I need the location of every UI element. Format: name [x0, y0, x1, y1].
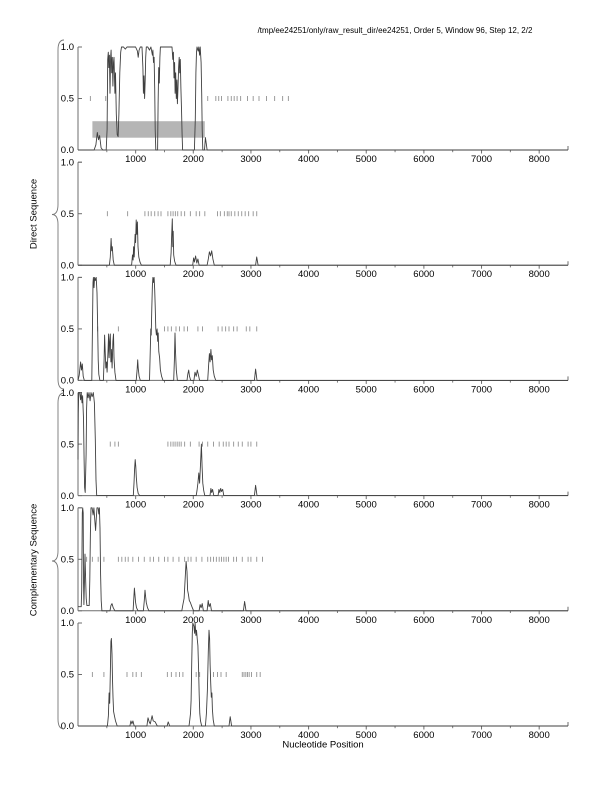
x-tick-label: 5000 — [356, 154, 377, 165]
probability-curve — [77, 276, 568, 381]
panel-3: 0.0 0.5 1.0 1000 2000 3000 4000 5000 6000 7000 800… — [61, 273, 569, 395]
x-tick-label: 4000 — [298, 500, 319, 511]
x-tick-label: 5000 — [356, 730, 377, 741]
x-tick-label: 2000 — [183, 384, 204, 395]
x-tick-label: 1000 — [125, 154, 146, 165]
x-tick-label: 7000 — [471, 730, 492, 741]
x-tick-label: 8000 — [529, 269, 550, 280]
x-tick-label: 4000 — [298, 154, 319, 165]
x-tick-label: 3000 — [240, 384, 261, 395]
x-tick-label: 1000 — [125, 730, 146, 741]
probability-curve — [77, 392, 568, 497]
y-tick-label: 0.0 — [61, 606, 74, 617]
x-tick-label: 5000 — [356, 500, 377, 511]
x-tick-label: 6000 — [413, 615, 434, 626]
y-tick-label: 1.0 — [61, 388, 74, 399]
probability-curve — [78, 507, 568, 612]
y-tick-label: 0.5 — [61, 94, 74, 105]
x-tick-label: 2000 — [183, 154, 204, 165]
x-tick-label: 6000 — [413, 730, 434, 741]
y-tick-label: 0.0 — [61, 721, 74, 732]
x-tick-label: 5000 — [356, 615, 377, 626]
y-tick-label: 0.0 — [61, 491, 74, 502]
y-tick-label: 1.0 — [61, 42, 74, 53]
complementary-sequence-brace — [51, 392, 65, 730]
y-tick-label: 0.0 — [61, 376, 74, 387]
probability-curve — [78, 622, 568, 727]
x-tick-label: 2000 — [183, 615, 204, 626]
x-tick-label: 7000 — [471, 269, 492, 280]
x-tick-label: 7000 — [471, 500, 492, 511]
y-tick-label: 0.5 — [61, 324, 74, 335]
x-tick-label: 6000 — [413, 154, 434, 165]
x-tick-label: 5000 — [356, 269, 377, 280]
x-tick-label: 3000 — [240, 269, 261, 280]
panel-6: 0.0 0.5 1.0 1000 2000 3000 4000 5000 6000 7000 800… — [61, 618, 569, 741]
x-tick-label: 2000 — [183, 269, 204, 280]
y-tick-label: 1.0 — [61, 503, 74, 514]
x-tick-label: 4000 — [298, 384, 319, 395]
x-tick-label: 2000 — [183, 500, 204, 511]
y-tick-label: 1.0 — [61, 157, 74, 168]
x-tick-label: 1000 — [125, 269, 146, 280]
y-tick-label: 0.0 — [61, 145, 74, 156]
x-axis-title: Nucleotide Position — [282, 739, 364, 751]
probability-curve — [78, 46, 568, 151]
y-tick-label: 0.5 — [61, 555, 74, 566]
y-tick-label: 0.0 — [61, 260, 74, 271]
x-tick-label: 7000 — [471, 154, 492, 165]
x-tick-label: 8000 — [529, 500, 550, 511]
x-tick-label: 6000 — [413, 384, 434, 395]
x-tick-label: 8000 — [529, 384, 550, 395]
y-tick-label: 1.0 — [61, 273, 74, 284]
probability-curve — [78, 218, 568, 266]
x-tick-label: 5000 — [356, 384, 377, 395]
x-tick-label: 4000 — [298, 269, 319, 280]
x-tick-label: 4000 — [298, 730, 319, 741]
x-tick-label: 7000 — [471, 384, 492, 395]
panel-4: 0.0 0.5 1.0 1000 2000 3000 4000 5000 6000 7000 800… — [61, 388, 569, 511]
y-tick-label: 0.5 — [61, 439, 74, 450]
x-tick-label: 2000 — [183, 730, 204, 741]
plot-title: /tmp/ee24251/only/raw_result_dir/ee24251… — [257, 26, 533, 35]
direct-sequence-label: Direct Sequence — [28, 178, 40, 250]
x-tick-label: 8000 — [529, 730, 550, 741]
x-tick-label: 7000 — [471, 615, 492, 626]
x-tick-label: 3000 — [240, 500, 261, 511]
y-tick-label: 0.5 — [61, 670, 74, 681]
x-tick-label: 4000 — [298, 615, 319, 626]
x-tick-label: 3000 — [240, 154, 261, 165]
y-tick-label: 1.0 — [61, 618, 74, 629]
complementary-sequence-label: Complementary Sequence — [28, 503, 40, 617]
x-tick-label: 1000 — [125, 615, 146, 626]
x-tick-label: 8000 — [529, 154, 550, 165]
x-tick-label: 1000 — [125, 500, 146, 511]
highlight-bar — [92, 121, 205, 138]
x-tick-label: 6000 — [413, 500, 434, 511]
x-tick-label: 3000 — [240, 730, 261, 741]
direct-sequence-brace — [51, 39, 65, 390]
x-tick-label: 8000 — [529, 615, 550, 626]
panel-1: 0.0 0.5 1.0 1000 2000 3000 4000 5000 6000 7000 800… — [61, 42, 569, 165]
panel-5: 0.0 0.5 1.0 1000 2000 3000 4000 5000 6000 7000 800… — [61, 503, 569, 626]
panel-2: 0.0 0.5 1.0 1000 2000 3000 4000 5000 6000 7000 800… — [61, 157, 569, 280]
x-tick-label: 3000 — [240, 615, 261, 626]
x-tick-label: 1000 — [125, 384, 146, 395]
y-tick-label: 0.5 — [61, 209, 74, 220]
x-tick-label: 6000 — [413, 269, 434, 280]
